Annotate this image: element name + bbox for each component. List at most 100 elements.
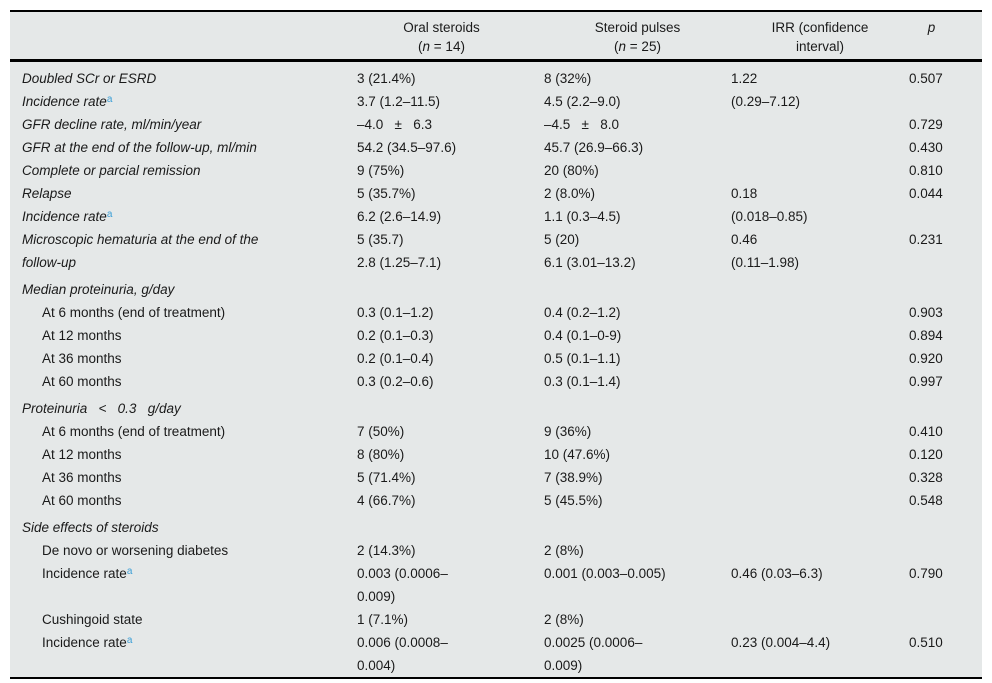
text-segment: = 25) [626,39,661,54]
row-label-text: At 12 months [42,447,122,462]
cell-irr: (0.29–7.12) [731,94,801,109]
cell-irr: 0.46 (0.03–6.3) [731,566,823,581]
table-row: Incidence ratea 0.003 (0.0006– 0.009) 0.00… [10,562,982,608]
row-label: Incidence ratea [10,631,357,678]
row-label-text: Side effects of steroids [22,520,159,535]
cell-irr: (0.018–0.85) [731,209,808,224]
header-line: Steroid pulses [544,18,731,37]
row-label-text: At 36 months [42,470,122,485]
row-label-text: Incidence ratea [22,94,112,109]
cell-steroid-pulses: 2 (8%) [544,543,584,558]
cell-oral-steroids: 6.2 (2.6–14.9) [357,209,442,224]
row-label: At 36 months [10,466,357,489]
text-segment: Cushingoid state [42,612,143,627]
cell-irr [731,443,909,466]
cell-p: 0.231 [909,232,943,247]
row-label: Cushingoid state [10,608,357,631]
row-label: Median proteinuria, g/day [10,274,357,301]
text-segment: Incidence rate [42,635,127,650]
row-label-text: At 12 months [42,328,122,343]
cell-p [909,512,982,539]
cell-oral-steroids: 0.3 (0.2–0.6) [357,374,434,389]
row-label: Incidence ratea [10,205,357,228]
table-row: Cushingoid state 1 (7.1%) 2 (8%) [10,608,982,631]
table-row: At 12 months 8 (80%) 10 (47.6%) 0.120 [10,443,982,466]
cell-oral-steroids: 7 (50%) [357,424,405,439]
cell-steroid-pulses: 0.4 (0.2–1.2) [544,305,621,320]
text-segment: Relapse [22,186,72,201]
cell-p [909,90,982,113]
cell-steroid-pulses: 7 (38.9%) [544,470,603,485]
cell-p: 0.790 [909,566,943,581]
cell-irr [731,466,909,489]
row-label-text: GFR decline rate, ml/min/year [22,117,201,132]
row-label-text: At 36 months [42,351,122,366]
table-row: At 60 months 4 (66.7%) 5 (45.5%) 0.548 [10,489,982,512]
text-segment: GFR decline rate, ml/min/year [22,117,202,132]
header-line: Oral steroids [357,18,526,37]
cell-steroid-pulses: 0.5 (0.1–1.1) [544,351,621,366]
cell-irr [731,370,909,393]
col-header-irr: IRR (confidence interval) [731,11,909,62]
cell-steroid-pulses: 2 (8.0%) [544,186,596,201]
text-segment: At 60 months [42,493,122,508]
cell-irr: 1.22 [731,71,758,86]
cell-oral-steroids: 0.2 (0.1–0.4) [357,351,434,366]
header-line: (n = 25) [544,37,731,56]
cell-steroid-pulses: –4.5 ± 8.0 [544,117,619,132]
row-label: Incidence ratea [10,90,357,113]
table-header: Oral steroids (n = 14) Steroid pulses (n = … [10,11,982,62]
cell-irr [731,136,909,159]
cell-steroid-pulses: 20 (80%) [544,163,599,178]
text-segment: Microscopic hematuria at the end of the … [22,232,259,270]
text-segment: ( [614,39,619,54]
footnote-marker-a: a [106,209,113,220]
cell-p: 0.430 [909,140,943,155]
row-label: At 6 months (end of treatment) [10,420,357,443]
header-line: IRR (confidence [731,18,909,37]
row-label: At 60 months [10,370,357,393]
cell-irr [731,539,909,562]
cell-steroid-pulses: 5 (20) 6.1 (3.01–13.2) [544,232,636,270]
cell-oral-steroids: 8 (80%) [357,447,405,462]
cell-p: 0.510 [909,635,943,650]
table-row: GFR decline rate, ml/min/year –4.0 ± 6.3 –… [10,113,982,136]
text-segment: Incidence rate [22,94,107,109]
cell-p: 0.410 [909,424,943,439]
cell-p: 0.507 [909,71,943,86]
cell-p: 0.810 [909,163,943,178]
table-row: Complete or parcial remission 9 (75%) 20 (… [10,159,982,182]
cell-irr [731,489,909,512]
row-label-text: Incidence ratea [42,635,132,650]
cell-oral-steroids: 5 (71.4%) [357,470,416,485]
cell-irr [731,324,909,347]
table-row: De novo or worsening diabetes 2 (14.3%) 2 … [10,539,982,562]
text-segment: At 36 months [42,470,122,485]
cell-steroid-pulses [544,512,731,539]
header-line: interval) [731,37,909,56]
cell-p: 0.894 [909,328,943,343]
header-line: p [909,18,954,37]
row-label-text: At 60 months [42,374,122,389]
table-row: Side effects of steroids [10,512,982,539]
table-row: At 6 months (end of treatment) 0.3 (0.1–1… [10,301,982,324]
cell-p: 0.120 [909,447,943,462]
cell-p [909,393,982,420]
cell-oral-steroids: 0.006 (0.0008– 0.004) [357,635,448,673]
text-segment: At 6 months (end of treatment) [42,305,226,320]
row-label: Doubled SCr or ESRD [10,61,357,91]
cell-oral-steroids [357,512,544,539]
cell-oral-steroids: 54.2 (34.5–97.6) [357,140,457,155]
cell-steroid-pulses: 10 (47.6%) [544,447,611,462]
footnote-marker-a: a [126,635,133,646]
text-segment: Incidence rate [22,209,107,224]
text-segment: n [618,39,627,54]
cell-steroid-pulses: 0.0025 (0.0006– 0.009) [544,635,643,673]
cell-oral-steroids [357,274,544,301]
row-label-text: Microscopic hematuria at the end of the … [22,232,258,270]
cell-steroid-pulses: 5 (45.5%) [544,493,603,508]
text-segment: Side effects of steroids [22,520,159,535]
text-segment: GFR at the end of the follow-up, ml/min [22,140,257,155]
text-segment: ( [418,39,423,54]
